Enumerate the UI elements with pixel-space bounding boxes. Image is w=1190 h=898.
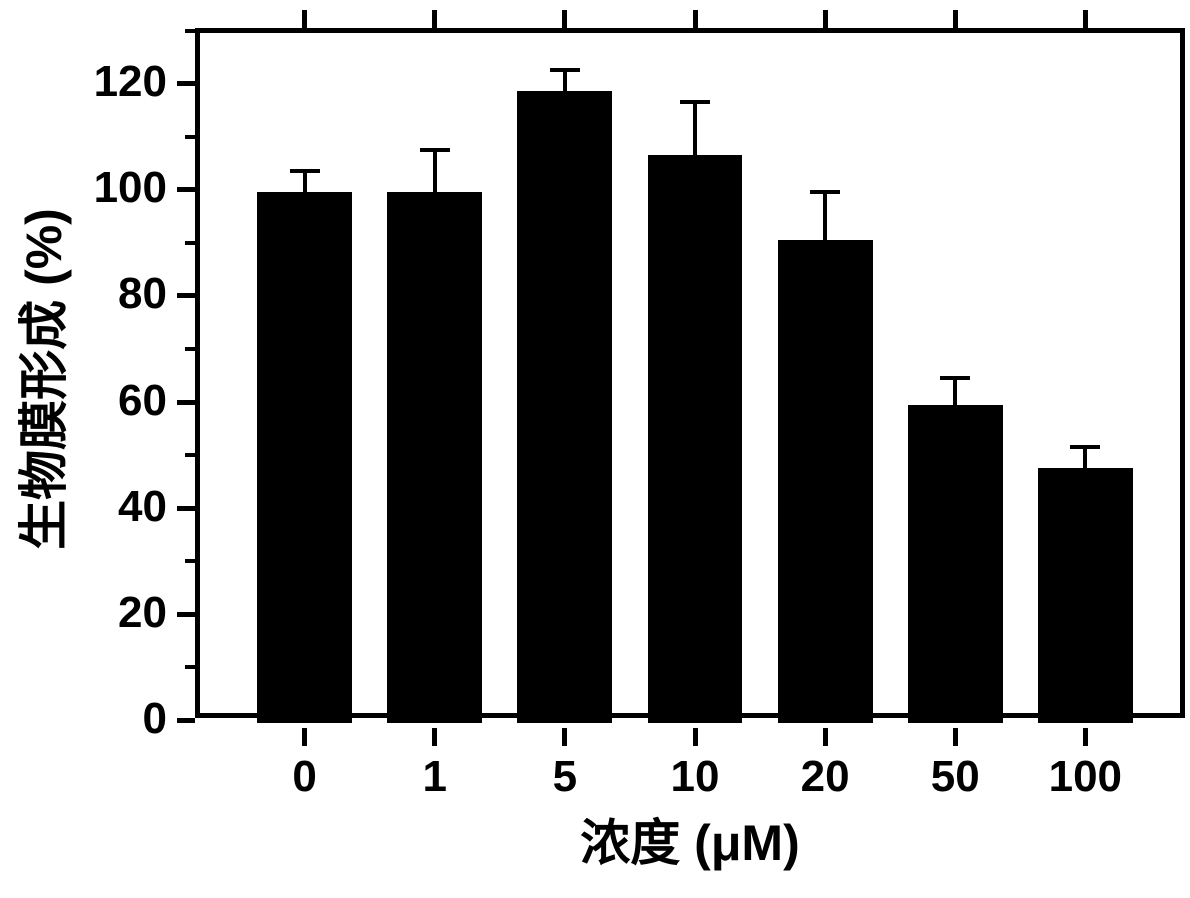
errorbar-line	[823, 192, 827, 240]
errorbar-line	[303, 171, 307, 192]
y-tick-minor-left	[185, 347, 195, 351]
x-tick-top	[823, 10, 828, 28]
x-tick-bottom	[432, 728, 437, 746]
errorbar-cap	[1070, 445, 1100, 449]
x-tick-label: 20	[765, 752, 885, 802]
x-tick-top	[302, 10, 307, 28]
errorbar-line	[563, 70, 567, 91]
x-tick-label: 100	[1025, 752, 1145, 802]
x-tick-top	[432, 10, 437, 28]
y-tick-label: 40	[0, 482, 167, 532]
bar	[257, 192, 352, 723]
bar	[778, 240, 873, 723]
y-tick-label: 120	[0, 57, 167, 107]
y-tick-label: 100	[0, 163, 167, 213]
errorbar-cap	[290, 169, 320, 173]
y-tick-minor-left	[185, 665, 195, 669]
y-tick-major-left	[177, 81, 195, 86]
y-tick-label: 60	[0, 376, 167, 426]
y-tick-major-left	[177, 187, 195, 192]
y-tick-minor-left	[185, 453, 195, 457]
x-tick-bottom	[302, 728, 307, 746]
x-tick-bottom	[1083, 728, 1088, 746]
errorbar-cap	[810, 190, 840, 194]
y-tick-label: 80	[0, 269, 167, 319]
y-tick-minor-left	[185, 135, 195, 139]
bar	[908, 405, 1003, 723]
x-tick-bottom	[693, 728, 698, 746]
y-tick-minor-left	[185, 559, 195, 563]
bar	[1038, 468, 1133, 723]
errorbar-line	[953, 378, 957, 405]
y-tick-label: 0	[0, 694, 167, 744]
errorbar-line	[693, 102, 697, 155]
x-tick-label: 1	[375, 752, 495, 802]
x-tick-label: 5	[505, 752, 625, 802]
errorbar-cap	[420, 148, 450, 152]
bar	[517, 91, 612, 723]
y-tick-major-left	[177, 293, 195, 298]
errorbar-line	[1083, 447, 1087, 468]
y-tick-major-left	[177, 506, 195, 511]
x-tick-label: 10	[635, 752, 755, 802]
x-tick-label: 50	[895, 752, 1015, 802]
x-tick-bottom	[953, 728, 958, 746]
errorbar-cap	[940, 376, 970, 380]
x-tick-bottom	[562, 728, 567, 746]
y-tick-label: 20	[0, 588, 167, 638]
x-tick-top	[693, 10, 698, 28]
errorbar-line	[433, 150, 437, 192]
x-tick-label: 0	[245, 752, 365, 802]
bar	[387, 192, 482, 723]
bar	[648, 155, 743, 723]
x-tick-top	[562, 10, 567, 28]
y-tick-minor-left	[185, 241, 195, 245]
x-tick-bottom	[823, 728, 828, 746]
x-axis-label: 浓度 (μM)	[540, 803, 840, 875]
y-tick-major-left	[177, 400, 195, 405]
x-tick-top	[953, 10, 958, 28]
y-tick-major-left	[177, 612, 195, 617]
errorbar-cap	[680, 100, 710, 104]
chart-container: 生物膜形成 (%) 浓度 (μM) 0204060801001200151020…	[0, 0, 1190, 898]
y-tick-major-left	[177, 718, 195, 723]
y-tick-minor-left	[185, 29, 195, 33]
x-tick-top	[1083, 10, 1088, 28]
errorbar-cap	[550, 68, 580, 72]
